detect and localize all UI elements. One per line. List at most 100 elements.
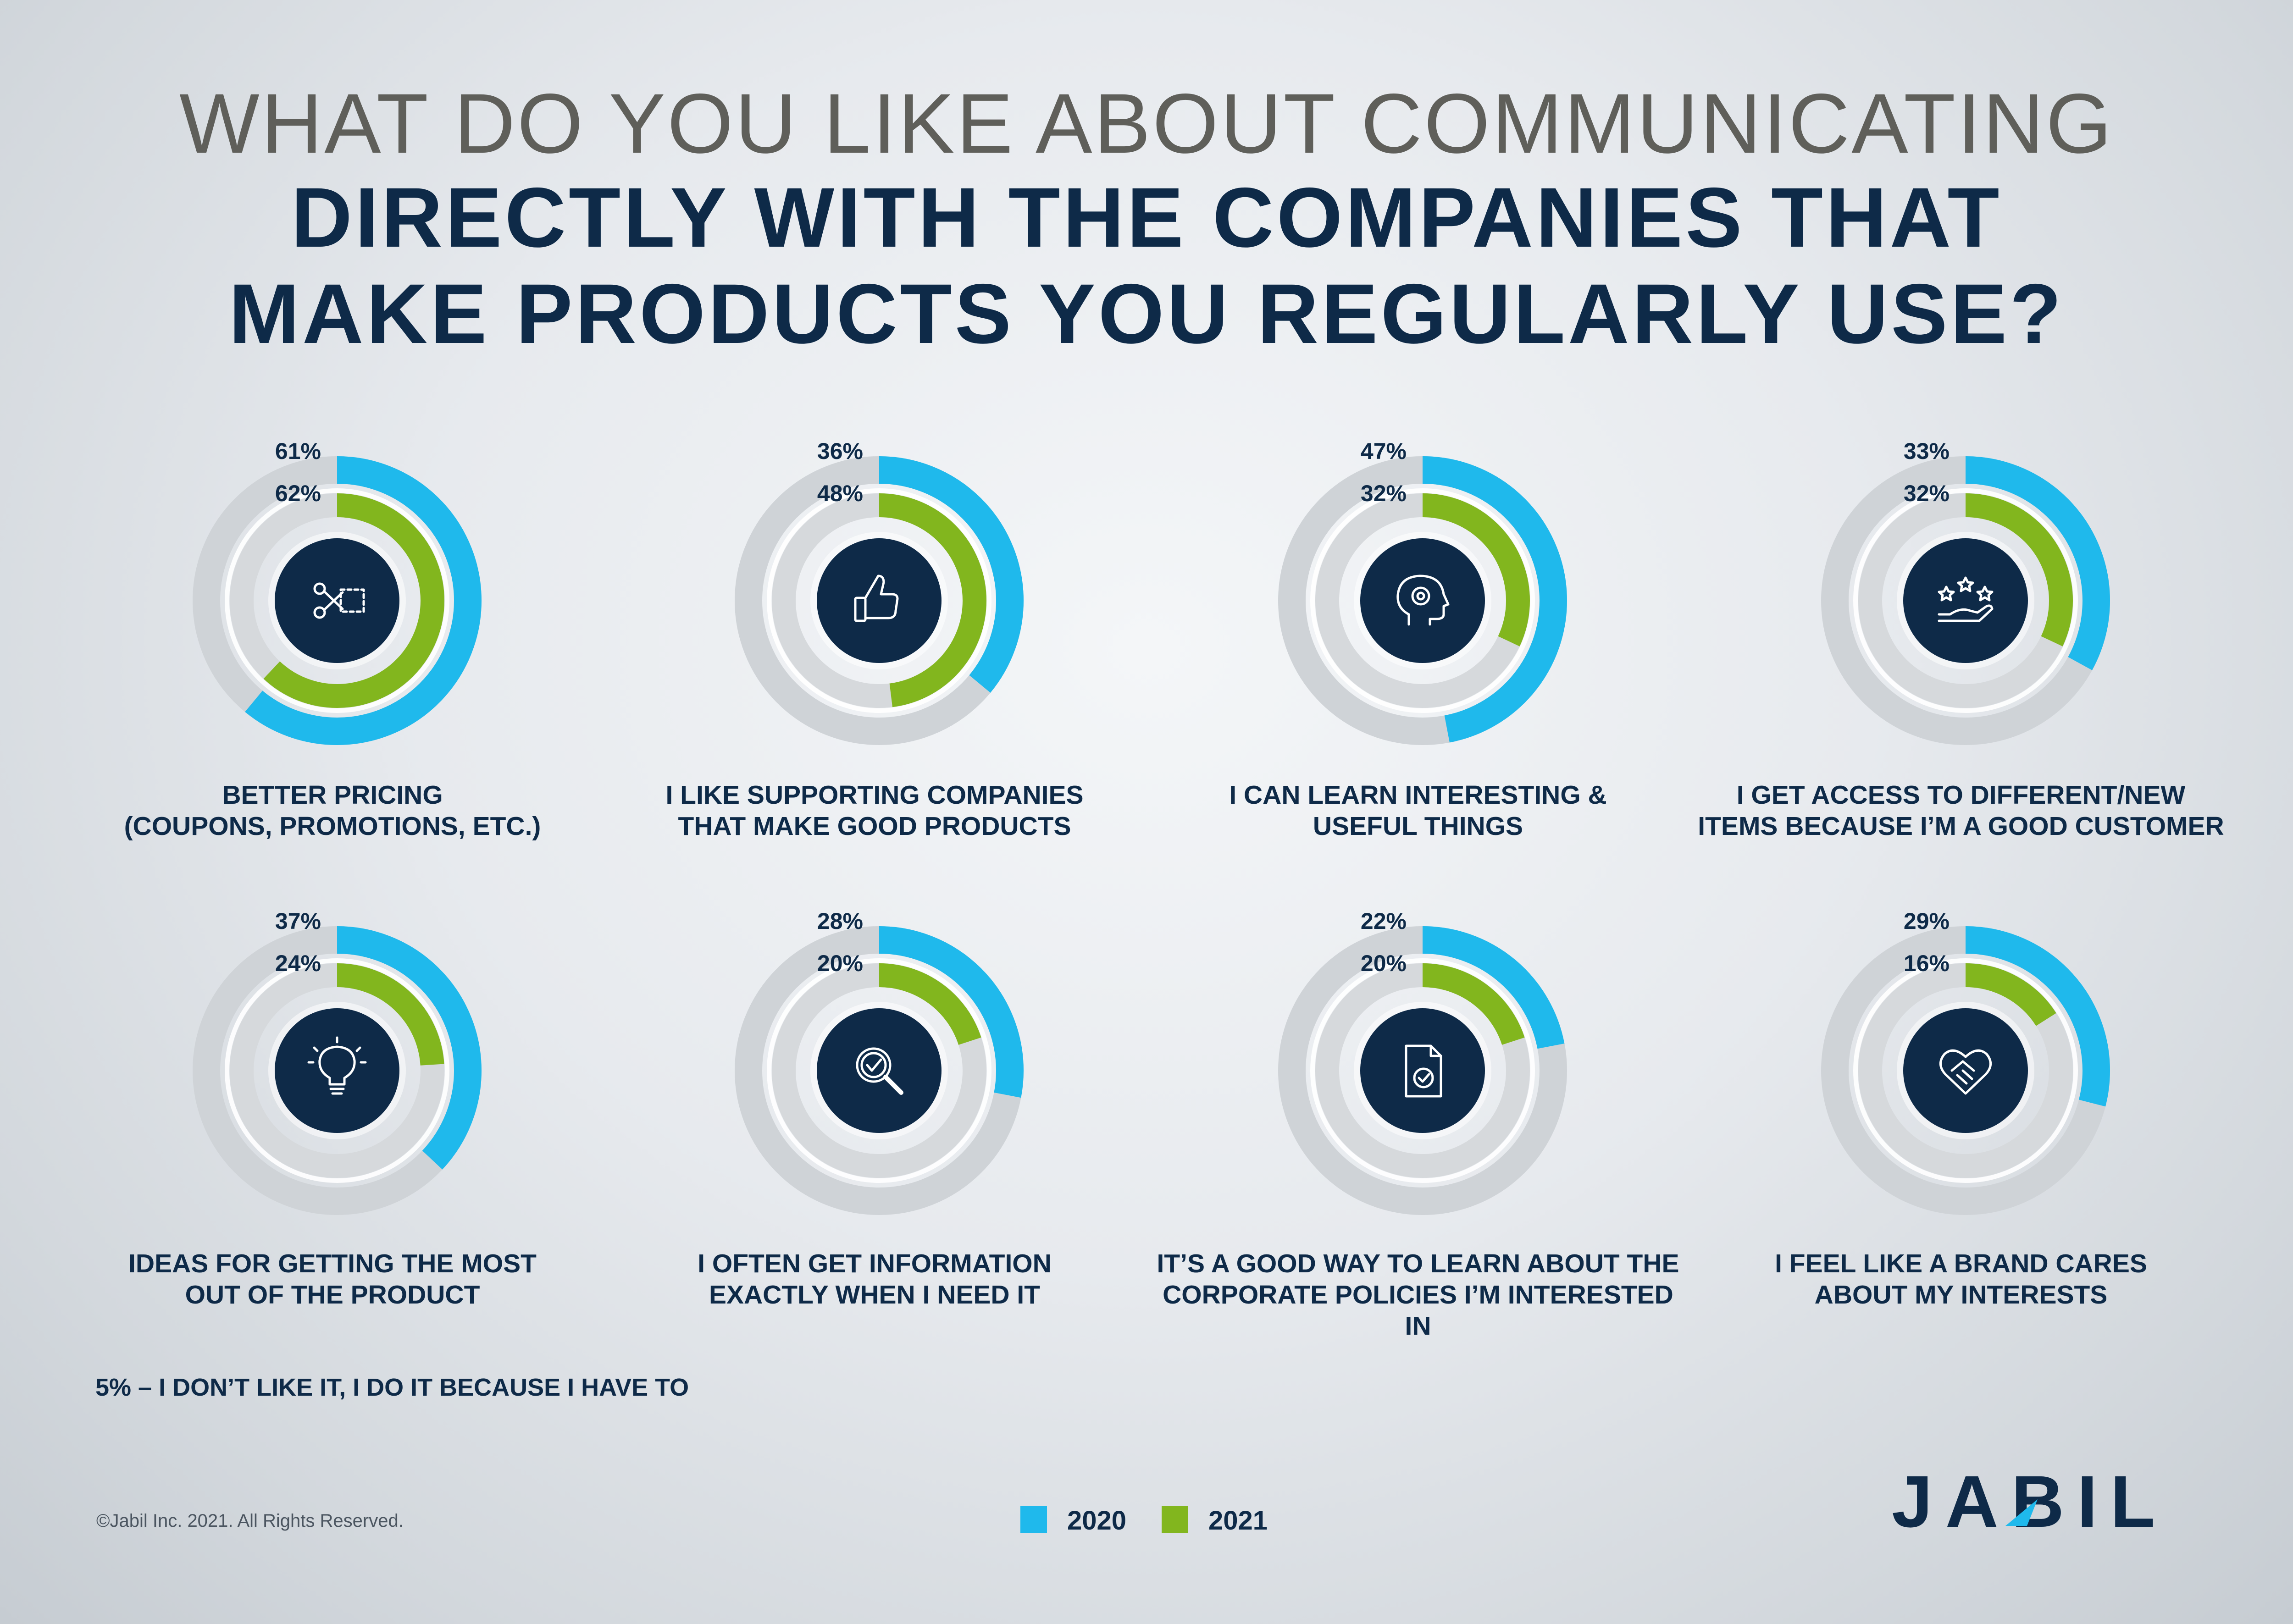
donut-svg	[1821, 456, 2110, 745]
label-line: I CAN LEARN INTERESTING &	[1229, 780, 1607, 810]
title-line-1: WHAT DO YOU LIKE ABOUT COMMUNICATING	[179, 77, 2114, 171]
label-line: CORPORATE POLICIES I’M INTERESTED IN	[1163, 1280, 1673, 1341]
pct-2020: 29%	[1903, 908, 1950, 934]
donut-chart-5: 37% 24%	[177, 908, 498, 1231]
hand-stars-icon	[1938, 576, 1994, 622]
icon-disk	[1903, 1008, 2028, 1133]
legend-label-2020: 2020	[1067, 1506, 1127, 1536]
scissors-coupon-icon	[313, 582, 365, 619]
donut-svg	[1278, 456, 1567, 745]
arc-2020	[193, 456, 482, 745]
arc-2021	[1858, 493, 2073, 708]
title-line-2-text: DIRECTLY WITH THE COMPANIES THAT	[291, 171, 2002, 265]
legend-label-2021: 2021	[1208, 1506, 1268, 1536]
label-line: ITEMS BECAUSE I’M A GOOD CUSTOMER	[1698, 812, 2224, 841]
pct-2020: 36%	[817, 438, 863, 464]
pct-2020: 61%	[275, 438, 321, 464]
pct-2021: 24%	[275, 950, 321, 976]
category-label-5: IDEAS FOR GETTING THE MOST OUT OF THE PR…	[69, 1248, 596, 1310]
donut-svg	[193, 926, 482, 1215]
label-line: BETTER PRICING	[222, 780, 443, 810]
icon-disk	[1360, 1008, 1485, 1133]
icon-disk	[275, 1008, 399, 1133]
category-label-3: I CAN LEARN INTERESTING & USEFUL THINGS	[1154, 779, 1682, 842]
footnote: 5% – I DON’T LIKE IT, I DO IT BECAUSE I …	[95, 1374, 689, 1401]
arc-2020	[735, 456, 1024, 745]
legend-swatch-2021	[1162, 1506, 1188, 1533]
donut-svg	[1278, 926, 1567, 1215]
category-label-2: I LIKE SUPPORTING COMPANIES THAT MAKE GO…	[611, 779, 1138, 842]
title-line-2: DIRECTLY WITH THE COMPANIES THAT MAKE PR…	[0, 170, 2293, 362]
arc-2021	[772, 963, 986, 1178]
legend-swatch-2020	[1020, 1506, 1047, 1533]
category-label-4: I GET ACCESS TO DIFFERENT/NEW ITEMS BECA…	[1697, 779, 2225, 842]
category-label-7: IT’S A GOOD WAY TO LEARN ABOUT THE CORPO…	[1154, 1248, 1682, 1342]
arc-2021	[230, 963, 444, 1178]
donut-svg	[1821, 926, 2110, 1215]
label-line: ABOUT MY INTERESTS	[1814, 1280, 2108, 1309]
pct-2021: 32%	[1360, 481, 1407, 506]
ring-separator	[1853, 958, 2078, 1183]
magnifier-check-icon	[856, 1047, 903, 1095]
ring-separator	[225, 958, 449, 1183]
donut-chart-8: 29% 16%	[1805, 908, 2126, 1231]
pct-2021: 20%	[817, 950, 863, 976]
icon-disk	[275, 538, 399, 663]
ring-separator	[1310, 958, 1535, 1183]
label-line: OUT OF THE PRODUCT	[185, 1280, 480, 1309]
donut-chart-6: 28% 20%	[719, 908, 1040, 1231]
ring-separator	[767, 958, 991, 1183]
title-line-3-text: MAKE PRODUCTS YOU REGULARLY USE?	[228, 267, 2065, 361]
pct-2020: 47%	[1360, 438, 1407, 464]
arc-2021	[1315, 963, 1530, 1178]
donut-svg	[193, 456, 482, 745]
category-label-1: BETTER PRICING (COUPONS, PROMOTIONS, ETC…	[69, 779, 596, 842]
icon-disk	[817, 1008, 942, 1133]
jabil-logo-svg: JABIL	[1892, 1460, 2168, 1542]
ring-separator	[225, 488, 449, 713]
icon-disk	[817, 538, 942, 663]
arc-2021	[230, 493, 444, 708]
arc-2020	[1278, 926, 1567, 1215]
head-gear-icon	[1396, 574, 1450, 626]
label-line: I OFTEN GET INFORMATION	[698, 1249, 1052, 1278]
label-line: IT’S A GOOD WAY TO LEARN ABOUT THE	[1157, 1249, 1679, 1278]
pct-2020: 22%	[1360, 908, 1407, 934]
category-label-6: I OFTEN GET INFORMATION EXACTLY WHEN I N…	[611, 1248, 1138, 1310]
label-line: THAT MAKE GOOD PRODUCTS	[678, 812, 1071, 841]
legend: 2020 2021	[1020, 1502, 1296, 1538]
pct-2021: 16%	[1903, 950, 1950, 976]
arc-2020	[735, 926, 1024, 1215]
pct-2021: 20%	[1360, 950, 1407, 976]
pct-2021: 48%	[817, 481, 863, 506]
icon-disk	[1903, 538, 2028, 663]
label-line: USEFUL THINGS	[1313, 812, 1523, 841]
donut-chart-4: 33% 32%	[1805, 438, 2126, 761]
label-line: I GET ACCESS TO DIFFERENT/NEW	[1736, 780, 2186, 810]
donut-chart-1: 61% 62%	[177, 438, 498, 761]
arc-2020	[1821, 456, 2110, 745]
copyright: ©Jabil Inc. 2021. All Rights Reserved.	[96, 1511, 404, 1531]
label-line: EXACTLY WHEN I NEED IT	[709, 1280, 1041, 1309]
arc-2020	[1278, 456, 1567, 745]
label-line: (COUPONS, PROMOTIONS, ETC.)	[124, 812, 541, 841]
logo-accent	[2005, 1499, 2038, 1526]
label-line: I LIKE SUPPORTING COMPANIES	[665, 780, 1084, 810]
arc-2020	[193, 926, 482, 1215]
donut-chart-2: 36% 48%	[719, 438, 1040, 761]
ring-separator	[1310, 488, 1535, 713]
donut-svg	[735, 926, 1024, 1215]
icon-disk	[1360, 538, 1485, 663]
ring-separator	[767, 488, 991, 713]
arc-2021	[1315, 493, 1530, 708]
label-line: IDEAS FOR GETTING THE MOST	[128, 1249, 537, 1278]
thumbs-up-icon	[854, 574, 899, 622]
jabil-logo: JABIL	[1892, 1460, 2204, 1542]
document-check-icon	[1405, 1044, 1442, 1098]
arc-2021	[1858, 963, 2073, 1178]
category-label-8: I FEEL LIKE A BRAND CARES ABOUT MY INTER…	[1697, 1248, 2225, 1310]
donut-chart-7: 22% 20%	[1262, 908, 1583, 1231]
pct-2021: 62%	[275, 481, 321, 506]
logo-text: JABIL	[1892, 1467, 2168, 1541]
pct-2020: 33%	[1903, 438, 1950, 464]
